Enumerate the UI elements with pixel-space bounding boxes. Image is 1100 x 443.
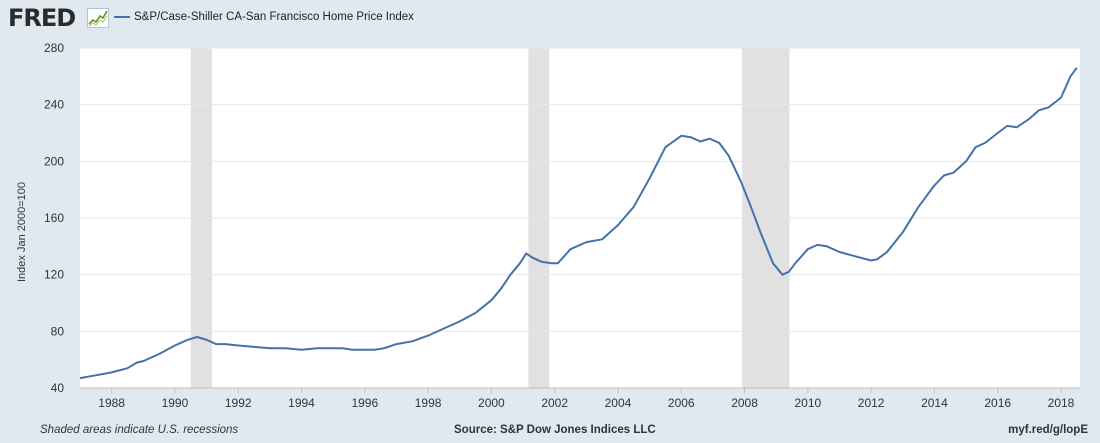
fred-logo[interactable]: FRED (8, 4, 76, 32)
short-url-link[interactable]: myf.red/g/lopE (1008, 424, 1088, 436)
chart-legend: S&P/Case-Shiller CA-San Francisco Home P… (114, 11, 414, 23)
x-tick-label-2016: 2016 (984, 396, 1011, 408)
recession-note: Shaded areas indicate U.S. recessions (40, 424, 239, 436)
x-tick-label-2018: 2018 (1048, 396, 1075, 408)
legend-label[interactable]: S&P/Case-Shiller CA-San Francisco Home P… (134, 11, 414, 23)
y-axis: 40 80 120 160 200 240 280 (44, 41, 64, 395)
y-tick-label-200: 200 (44, 154, 64, 168)
series (79, 67, 1078, 380)
x-tick-label-2006: 2006 (668, 396, 695, 408)
x-tick-label-2010: 2010 (794, 396, 821, 408)
x-tick-label-1996: 1996 (351, 396, 378, 408)
x-tick-label-2000: 2000 (478, 396, 505, 408)
x-tick-label-1990: 1990 (162, 396, 189, 408)
series-line-0 (79, 67, 1078, 380)
source-credit: Source: S&P Dow Jones Indices LLC (454, 424, 656, 436)
x-tick-label-1994: 1994 (288, 396, 315, 408)
y-axis-label: Index Jan 2000=100 (16, 182, 28, 282)
y-tick-label-120: 120 (44, 268, 64, 282)
x-tick-label-1988: 1988 (98, 396, 125, 408)
x-tick-label-2012: 2012 (858, 396, 885, 408)
x-tick-label-2014: 2014 (921, 396, 948, 408)
x-tick-label-1992: 1992 (225, 396, 252, 408)
line-chart: 40 80 120 160 200 240 280 1988 1990 1992 1994 1996… (16, 41, 1080, 408)
y-tick-label-40: 40 (51, 381, 65, 395)
chart-header: FRED S&P/Case-Shiller CA-San Francisco H… (0, 0, 1100, 38)
x-axis: 1988 1990 1992 1994 1996 1998 2000 2002 2004 2006… (80, 387, 1080, 408)
y-tick-label-160: 160 (44, 211, 64, 225)
y-tick-label-240: 240 (44, 98, 64, 112)
x-tick-label-2004: 2004 (605, 396, 632, 408)
x-tick-label-2008: 2008 (731, 396, 758, 408)
legend-swatch (114, 16, 130, 18)
y-tick-label-80: 80 (51, 324, 65, 338)
fred-chart-icon (87, 8, 109, 28)
x-tick-label-1998: 1998 (415, 396, 442, 408)
x-tick-label-2002: 2002 (541, 396, 568, 408)
y-tick-label-280: 280 (44, 41, 64, 55)
